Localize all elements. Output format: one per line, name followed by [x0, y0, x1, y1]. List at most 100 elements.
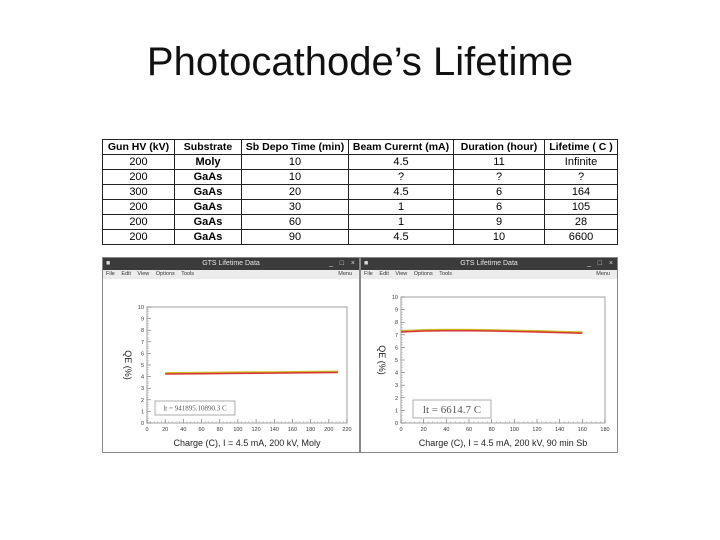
qe-chart-moly: 0 20 40 60 80 100 120 140 160 180 200 220 0 1 2 3 4 5 6 7 8 9…: [123, 305, 352, 448]
close-button[interactable]: ×: [350, 260, 355, 267]
menu-tools[interactable]: Tools: [439, 271, 453, 277]
x-tick-label: 220: [342, 427, 351, 433]
cell-gun-hv: 200: [102, 214, 175, 230]
x-tick-label: 180: [600, 427, 609, 433]
cell-substrate: GaAs: [174, 184, 242, 200]
x-tick-label: 20: [421, 427, 427, 433]
y-tick-label: 3: [395, 383, 398, 389]
x-tick-label: 20: [162, 427, 168, 433]
cell-sb-depo-time: 30: [241, 199, 349, 215]
y-tick-label: 1: [141, 409, 144, 415]
cell-lifetime: ?: [544, 169, 618, 185]
series-line: [400, 329, 583, 334]
cell-beam-current: 1: [348, 214, 454, 230]
cell-substrate: GaAs: [174, 199, 242, 215]
window-title: GTS Lifetime Data: [460, 260, 518, 267]
x-tick-label: 60: [466, 427, 472, 433]
window-title: GTS Lifetime Data: [202, 260, 260, 267]
window-menu-icon[interactable]: ■: [364, 260, 369, 267]
window-titlebar[interactable]: ■ GTS Lifetime Data _ □ ×: [103, 258, 359, 270]
cell-duration: 10: [453, 229, 545, 245]
x-tick-label: 100: [510, 427, 519, 433]
y-tick-label: 4: [141, 375, 144, 381]
y-tick-label: 5: [395, 358, 398, 364]
table-row: 200 Moly 10 4.5 11 Infinite: [102, 154, 618, 170]
header-sb-depo-time: Sb Depo Time (min): [241, 139, 349, 155]
window-menubar: File Edit View Options Tools Menu: [103, 270, 359, 279]
menu-options[interactable]: Options: [155, 271, 175, 277]
y-tick-label: 10: [392, 295, 398, 301]
table-row: 200 GaAs 30 1 6 105: [102, 199, 618, 215]
table-row: 300 GaAs 20 4.5 6 164: [102, 184, 618, 200]
window-menu-icon[interactable]: ■: [106, 260, 111, 267]
cell-duration: 9: [453, 214, 545, 230]
maximize-button[interactable]: □: [597, 260, 602, 267]
maximize-button[interactable]: □: [339, 260, 344, 267]
y-tick-label: 9: [141, 317, 144, 323]
y-tick-label: 4: [395, 371, 398, 377]
x-tick-label: 80: [489, 427, 495, 433]
menu-tools[interactable]: Tools: [181, 271, 195, 277]
menu-view[interactable]: View: [395, 271, 408, 277]
window-titlebar[interactable]: ■ GTS Lifetime Data _ □ ×: [361, 258, 617, 270]
table-row: 200 GaAs 90 4.5 10 6600: [102, 229, 618, 245]
qe-chart-gaas: 0 20 40 60 80 100 120 140 160 180 0 1 2 3 4 5 6 7 8 9 10 lt =…: [377, 295, 610, 448]
cell-duration: 11: [453, 154, 545, 170]
x-tick-label: 60: [198, 427, 204, 433]
menu-edit[interactable]: Edit: [121, 271, 131, 277]
x-tick-label: 160: [578, 427, 587, 433]
header-beam-current: Beam Curernt (mA): [348, 139, 454, 155]
x-axis-label: Charge (C), I = 4.5 mA, 200 kV, Moly: [174, 438, 321, 448]
cell-lifetime: 28: [544, 214, 618, 230]
close-button[interactable]: ×: [608, 260, 613, 267]
menu-right[interactable]: Menu: [596, 271, 610, 277]
x-tick-label: 0: [145, 427, 148, 433]
slide-title: Photocathode’s Lifetime: [146, 40, 574, 84]
x-tick-label: 100: [233, 427, 242, 433]
table-header-row: Gun HV (kV) Substrate Sb Depo Time (min)…: [102, 139, 618, 155]
minimize-button[interactable]: _: [587, 260, 591, 267]
lifetime-annotation-box: [154, 400, 236, 416]
y-tick-label: 7: [141, 340, 144, 346]
series-line: [165, 371, 338, 375]
y-tick-label: 10: [138, 305, 144, 311]
x-tick-label: 160: [288, 427, 297, 433]
y-tick-label: 6: [395, 345, 398, 351]
window-menubar: File Edit View Options Tools Menu: [361, 270, 617, 279]
cell-duration: 6: [453, 184, 545, 200]
lifetime-annotation: lt = 6614.7 C: [423, 404, 481, 416]
x-axis-label: Charge (C), I = 4.5 mA, 200 kV, 90 min S…: [419, 438, 588, 448]
cell-lifetime: Infinite: [544, 154, 618, 170]
cell-sb-depo-time: 10: [241, 169, 349, 185]
y-tick-label: 2: [141, 398, 144, 404]
y-tick-label: 3: [141, 386, 144, 392]
y-tick-label: 0: [395, 421, 398, 427]
cell-duration: 6: [453, 199, 545, 215]
menu-view[interactable]: View: [137, 271, 150, 277]
x-tick-label: 0: [399, 427, 402, 433]
x-tick-label: 180: [306, 427, 315, 433]
cell-substrate: Moly: [174, 154, 242, 170]
cell-substrate: GaAs: [174, 229, 242, 245]
minimize-button[interactable]: _: [329, 260, 333, 267]
menu-options[interactable]: Options: [413, 271, 433, 277]
cell-sb-depo-time: 10: [241, 154, 349, 170]
cell-sb-depo-time: 60: [241, 214, 349, 230]
header-substrate: Substrate: [174, 139, 242, 155]
cell-beam-current: ?: [348, 169, 454, 185]
cell-gun-hv: 200: [102, 169, 175, 185]
menu-edit[interactable]: Edit: [379, 271, 389, 277]
lifetime-data-window-2: ■ GTS Lifetime Data _ □ × File Edit View…: [360, 257, 618, 453]
cell-lifetime: 105: [544, 199, 618, 215]
cell-sb-depo-time: 90: [241, 229, 349, 245]
y-tick-label: 5: [141, 363, 144, 369]
cell-sb-depo-time: 20: [241, 184, 349, 200]
menu-right[interactable]: Menu: [338, 271, 352, 277]
menu-file[interactable]: File: [106, 271, 115, 277]
cell-beam-current: 1: [348, 199, 454, 215]
cell-gun-hv: 200: [102, 154, 175, 170]
parameters-table: Gun HV (kV) Substrate Sb Depo Time (min)…: [102, 139, 618, 245]
cell-substrate: GaAs: [174, 169, 242, 185]
series-line: [400, 328, 583, 333]
menu-file[interactable]: File: [364, 271, 373, 277]
